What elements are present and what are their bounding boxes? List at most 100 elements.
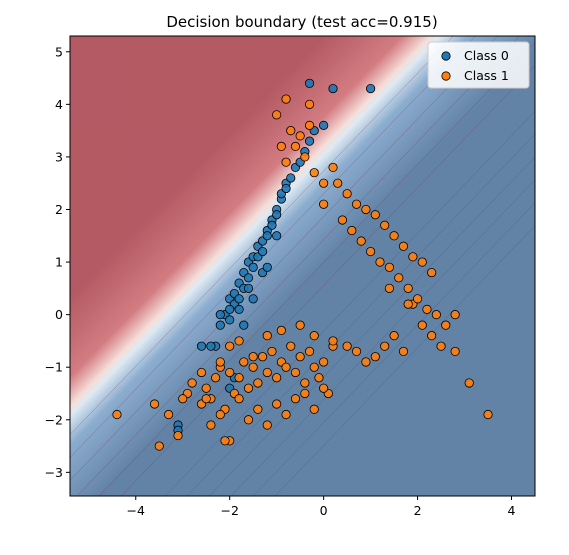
class0-point bbox=[262, 262, 272, 272]
class1-point bbox=[267, 346, 277, 357]
x-tick-label: −2 bbox=[220, 503, 238, 518]
class1-point bbox=[356, 236, 366, 246]
contour-line bbox=[274, 225, 535, 496]
class1-point bbox=[201, 383, 211, 393]
class1-point bbox=[337, 215, 348, 225]
class1-point bbox=[281, 362, 291, 372]
class1-point bbox=[187, 378, 197, 388]
class1-point bbox=[248, 352, 258, 362]
y-tick-label: 5 bbox=[55, 44, 63, 59]
class0-point bbox=[281, 183, 291, 194]
class1-point bbox=[290, 394, 301, 404]
class1-point bbox=[154, 441, 164, 451]
class1-point bbox=[300, 378, 310, 388]
x-tick-label: 2 bbox=[414, 503, 422, 518]
class1-point bbox=[300, 152, 310, 162]
class1-point bbox=[417, 320, 427, 330]
class1-point bbox=[295, 352, 305, 362]
class1-point bbox=[403, 283, 413, 293]
class0-point bbox=[286, 173, 296, 183]
class0-point bbox=[196, 341, 207, 351]
class1-point bbox=[351, 346, 362, 357]
x-tick-label: −4 bbox=[127, 503, 145, 518]
class1-point bbox=[272, 373, 282, 383]
class1-point bbox=[290, 367, 301, 378]
class1-point bbox=[417, 257, 427, 267]
class1-point bbox=[384, 262, 394, 272]
class1-point bbox=[370, 210, 380, 220]
class1-point bbox=[314, 373, 324, 383]
class1-point bbox=[328, 162, 338, 173]
class1-point bbox=[272, 110, 282, 120]
class1-point bbox=[375, 257, 385, 267]
class1-point bbox=[333, 178, 343, 188]
class1-point bbox=[112, 409, 122, 420]
class1-point bbox=[450, 346, 460, 357]
class0-point bbox=[304, 78, 315, 88]
y-tick-label: 2 bbox=[55, 202, 63, 217]
class1-point bbox=[412, 294, 423, 304]
y-tick-label: 0 bbox=[55, 307, 63, 322]
class1-point bbox=[384, 283, 394, 293]
class1-point bbox=[370, 352, 380, 362]
class1-point bbox=[304, 120, 315, 130]
class1-point bbox=[173, 430, 183, 441]
class1-point bbox=[361, 357, 371, 367]
legend-marker-class0 bbox=[441, 51, 451, 61]
class1-point bbox=[436, 341, 446, 351]
legend-label-class0: Class 0 bbox=[464, 48, 509, 63]
class1-point bbox=[281, 409, 291, 420]
class1-point bbox=[234, 336, 244, 346]
class1-point bbox=[243, 383, 254, 393]
y-tick-label: −2 bbox=[45, 412, 63, 427]
class1-point bbox=[281, 94, 291, 104]
class1-point bbox=[234, 373, 244, 383]
class1-point bbox=[441, 320, 451, 330]
class0-point bbox=[243, 273, 254, 283]
x-tick-label: 4 bbox=[508, 503, 516, 518]
class0-point bbox=[262, 231, 272, 241]
contour-line bbox=[230, 179, 535, 496]
class0-point bbox=[248, 262, 258, 272]
class0-point bbox=[225, 304, 235, 314]
class1-point bbox=[403, 299, 413, 309]
class1-point bbox=[215, 357, 225, 367]
class0-point bbox=[304, 136, 315, 146]
class1-point bbox=[450, 310, 460, 320]
y-axis-ticks: −3 −2 −1 0 1 2 3 4 5 bbox=[45, 44, 70, 480]
class1-point bbox=[295, 131, 305, 141]
x-axis-ticks: −4 −2 0 2 4 bbox=[127, 496, 516, 518]
class1-point bbox=[380, 341, 390, 351]
class1-point bbox=[398, 346, 409, 357]
class1-point bbox=[262, 420, 272, 430]
class1-point bbox=[389, 331, 399, 341]
legend-label-class1: Class 1 bbox=[464, 68, 509, 83]
class1-point bbox=[178, 394, 188, 404]
class1-point bbox=[215, 409, 225, 420]
class1-point bbox=[225, 341, 235, 351]
class1-point bbox=[276, 325, 286, 335]
class1-point bbox=[164, 409, 174, 420]
class1-point bbox=[427, 331, 437, 341]
class1-point bbox=[309, 362, 319, 372]
y-tick-label: 4 bbox=[55, 97, 63, 112]
class1-point bbox=[304, 99, 315, 109]
class1-point bbox=[243, 415, 254, 425]
region-background bbox=[70, 36, 535, 496]
class1-point bbox=[347, 225, 357, 236]
data-points bbox=[112, 78, 493, 451]
legend: Class 0 Class 1 bbox=[427, 41, 530, 89]
class1-point bbox=[220, 436, 230, 446]
class1-point bbox=[464, 378, 474, 388]
class0-point bbox=[243, 283, 254, 293]
class1-point bbox=[290, 141, 301, 151]
class1-point bbox=[342, 341, 352, 351]
class1-point bbox=[239, 357, 249, 367]
class1-point bbox=[253, 404, 263, 414]
class0-point bbox=[272, 231, 282, 241]
class0-point bbox=[328, 83, 338, 94]
class1-point bbox=[206, 420, 216, 430]
class0-point bbox=[225, 315, 235, 325]
